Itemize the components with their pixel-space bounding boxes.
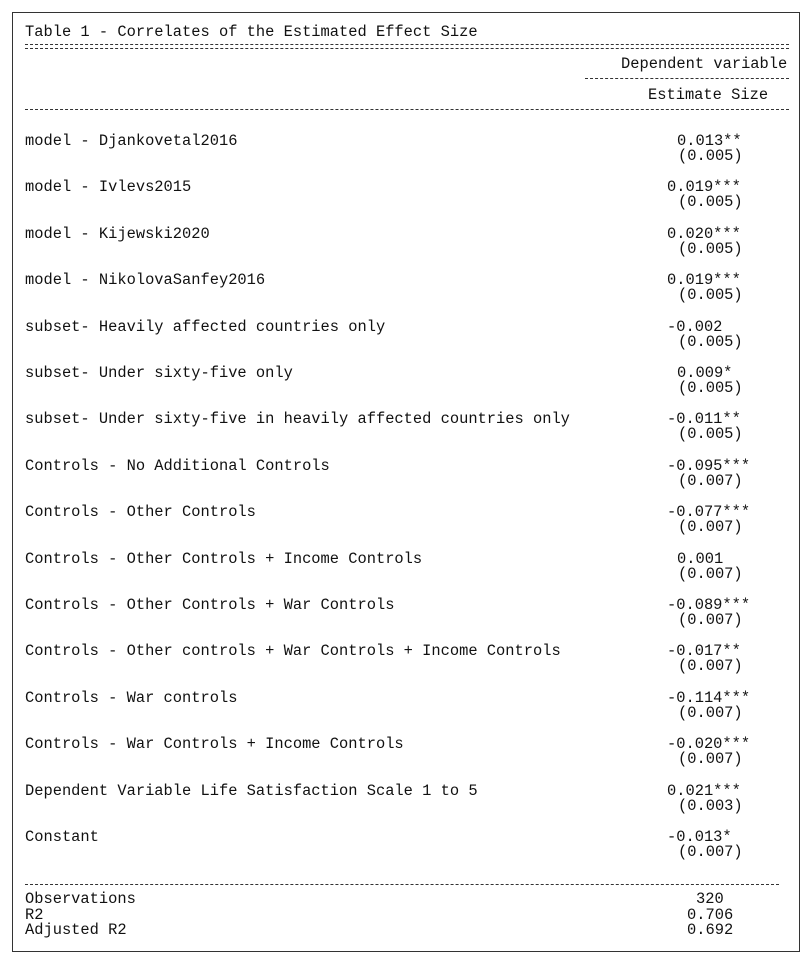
dependent-variable-header: Dependent variable — [621, 55, 788, 73]
row-standard-error: (0.007) — [678, 518, 743, 537]
row-standard-error: (0.007) — [678, 611, 743, 629]
stat-value: 0.706 — [687, 905, 734, 924]
row-label: Controls - Other controls + War Controls… — [25, 642, 561, 661]
row-estimate: -0.020*** — [667, 735, 751, 754]
row-label: subset- Heavily affected countries only — [25, 317, 386, 336]
row-estimate: -0.002 — [667, 317, 723, 336]
row-standard-error: (0.007) — [678, 657, 743, 676]
row-estimate: -0.114*** — [667, 688, 751, 707]
stat-label: Observations — [25, 890, 136, 908]
row-label: model - Djankovetal2016 — [25, 132, 238, 150]
row-label: Controls - Other Controls + Income Contr… — [25, 549, 423, 568]
row-label: subset- Under sixty-five in heavily affe… — [25, 410, 570, 429]
row-standard-error: (0.005) — [678, 332, 743, 351]
row-standard-error: (0.005) — [678, 239, 743, 258]
stat-label: R2 — [25, 905, 44, 924]
row-label: Constant — [25, 828, 99, 846]
row-estimate: 0.020*** — [667, 224, 741, 243]
header-rule — [585, 78, 789, 79]
row-label: Controls - Other Controls + War Controls — [25, 596, 395, 614]
row-estimate: -0.089*** — [667, 596, 751, 614]
stat-label: Adjusted R2 — [25, 921, 127, 939]
row-label: model - Kijewski2020 — [25, 224, 210, 243]
row-estimate: 0.001 — [677, 549, 724, 568]
row-standard-error: (0.005) — [678, 193, 743, 212]
row-standard-error: (0.007) — [678, 750, 743, 769]
row-label: Controls - Other Controls — [25, 503, 256, 522]
stat-value: 320 — [696, 890, 724, 908]
row-estimate: -0.011** — [667, 410, 741, 429]
row-standard-error: (0.007) — [678, 564, 743, 583]
row-label: model - NikolovaSanfey2016 — [25, 271, 266, 290]
column-header: Estimate Size — [648, 86, 769, 104]
row-estimate: 0.019*** — [667, 178, 741, 197]
row-estimate: 0.019*** — [667, 271, 741, 290]
row-standard-error: (0.007) — [678, 471, 743, 490]
row-estimate: 0.013** — [677, 132, 742, 150]
row-standard-error: (0.007) — [678, 703, 743, 722]
row-label: Dependent Variable Life Satisfaction Sca… — [25, 781, 478, 800]
row-standard-error: (0.005) — [678, 286, 743, 305]
row-estimate: -0.013* — [667, 828, 732, 846]
row-estimate: -0.077*** — [667, 503, 751, 522]
stat-value: 0.692 — [687, 921, 734, 939]
row-label: subset- Under sixty-five only — [25, 364, 293, 382]
stats-rule — [25, 884, 779, 885]
row-standard-error: (0.005) — [678, 425, 743, 444]
table-frame — [12, 12, 800, 952]
row-standard-error: (0.005) — [678, 147, 743, 165]
double-rule — [25, 44, 789, 49]
row-label: Controls - War controls — [25, 688, 238, 707]
table-title: Table 1 - Correlates of the Estimated Ef… — [25, 23, 478, 41]
header-bottom-rule — [25, 109, 789, 110]
row-standard-error: (0.003) — [678, 796, 743, 815]
row-label: Controls - No Additional Controls — [25, 456, 330, 475]
row-standard-error: (0.007) — [678, 843, 743, 861]
row-estimate: -0.095*** — [667, 456, 751, 475]
row-estimate: 0.009* — [677, 364, 733, 382]
row-standard-error: (0.005) — [678, 379, 743, 397]
row-estimate: -0.017** — [667, 642, 741, 661]
row-label: model - Ivlevs2015 — [25, 178, 192, 197]
row-label: Controls - War Controls + Income Control… — [25, 735, 404, 754]
row-estimate: 0.021*** — [667, 781, 741, 800]
